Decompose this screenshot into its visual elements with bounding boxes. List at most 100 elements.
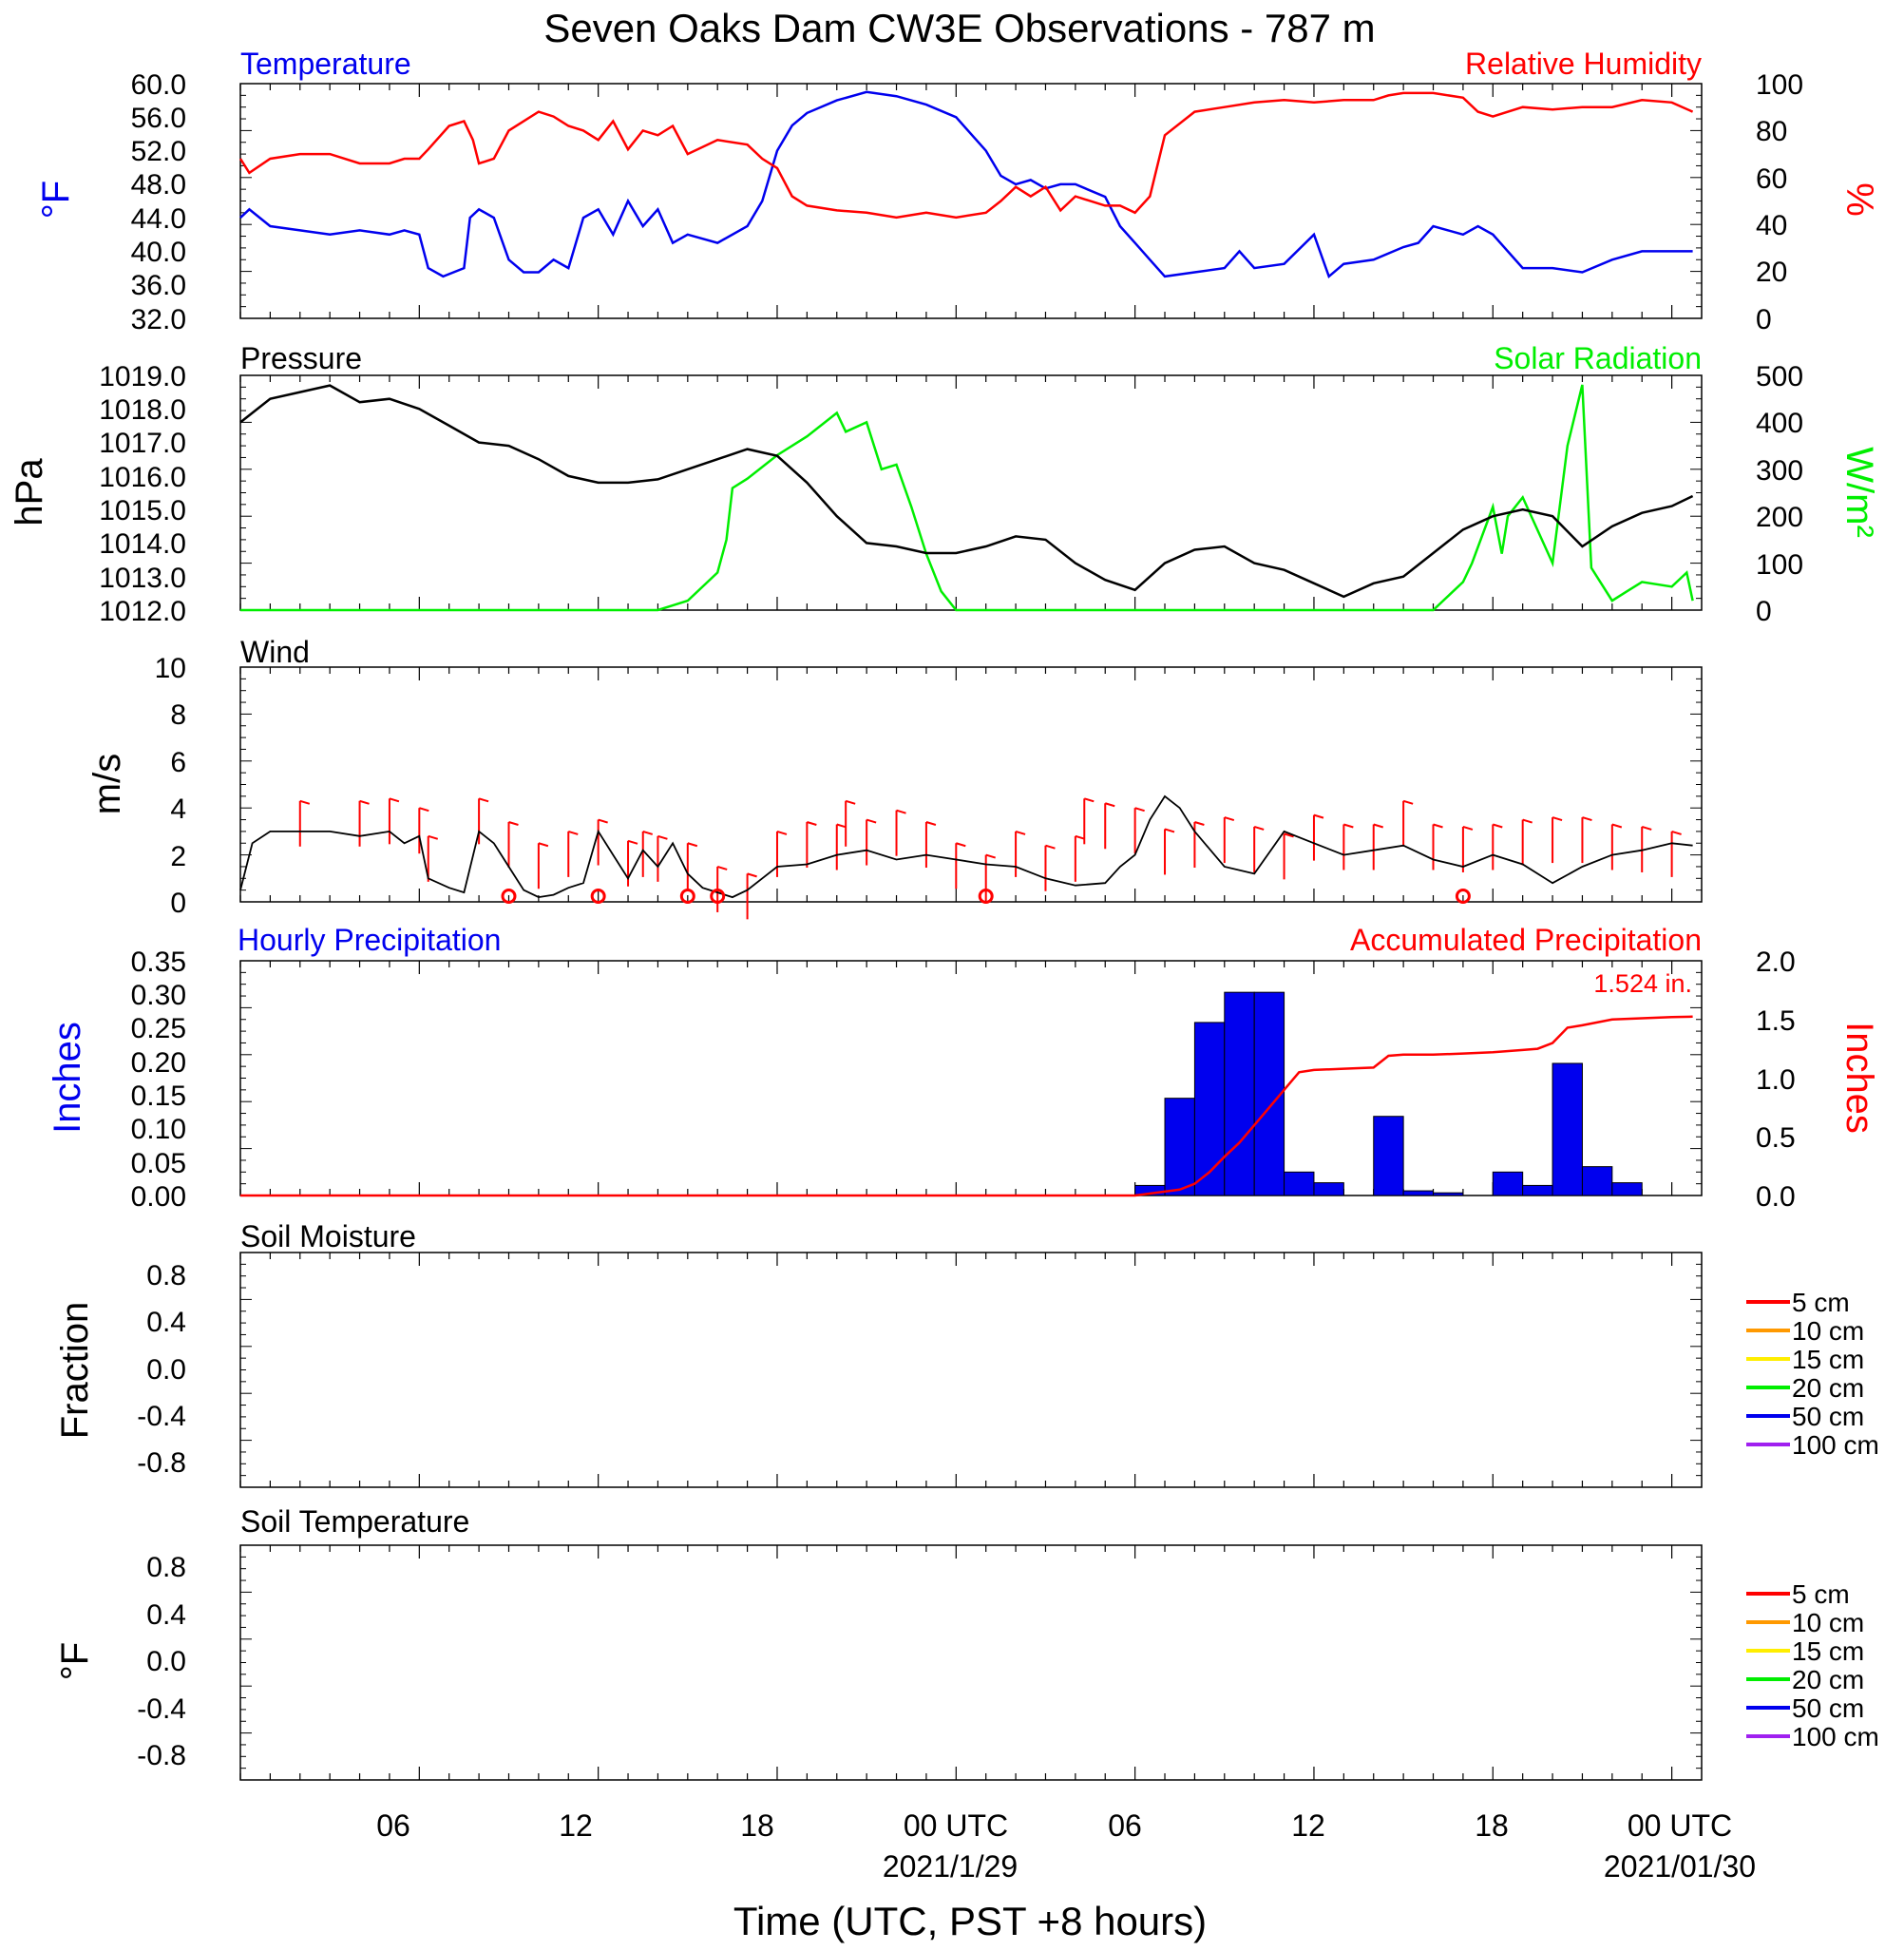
wind-barb-flag [1075,834,1086,840]
soil-moisture-tick-label: 0.4 [146,1307,186,1338]
hourly-precip-bar [1193,1022,1226,1196]
soil-temperature-panel: Soil Temperature °F 0.8 0.4 0.0 -0.4 -0.… [54,1504,1879,1781]
x-tick-label: 00 UTC [1628,1808,1732,1843]
hourly-precip-tick-label: 0.25 [131,1013,186,1044]
wind-barb-flag [845,799,856,805]
wind-barb-flag [359,799,370,805]
pressure-solar-tick-marks [239,374,1702,611]
wind-barb-flag [1582,816,1592,822]
wind-barb-flag [1522,818,1533,824]
temperature-y-ticks: 60.0 56.0 52.0 48.0 44.0 40.0 36.0 32.0 [131,69,186,335]
wind-tick-label: 0 [170,888,186,919]
wind-barb-flag [896,809,906,814]
wind-y-ticks: 10 8 6 4 2 0 [155,653,186,919]
pressure-tick-label: 1013.0 [99,563,186,594]
x-date-label: 2021/1/29 [883,1849,1018,1884]
x-date-label: 2021/01/30 [1604,1849,1756,1884]
soil-temperature-tick-marks [239,1544,1702,1781]
wind-calm-markers [501,889,1471,904]
chart-title: Seven Oaks Dam CW3E Observations - 787 m [543,6,1375,50]
wind-barb-flag [1164,828,1175,833]
wind-barb-flag [807,821,817,826]
temperature-tick-label: 48.0 [131,169,186,201]
wind-barb-flag [866,818,877,824]
humidity-tick-label: 80 [1756,116,1787,147]
legend-label-20cm: 20 cm [1792,1665,1864,1694]
hourly-precip-bar [1581,1166,1613,1196]
legend-label-50cm: 50 cm [1792,1693,1864,1723]
accum-precip-tick-label: 1.5 [1756,1005,1796,1037]
temperature-tick-label: 40.0 [131,237,186,268]
accum-precip-tick-label: 1.0 [1756,1064,1796,1096]
soil-moisture-tick-marks [239,1252,1702,1488]
hourly-precip-bar [1552,1062,1583,1196]
wind-barb-flag [627,839,638,845]
x-tick-label: 06 [376,1808,410,1843]
precipitation-panel: Hourly Precipitation Accumulated Precipi… [47,923,1880,1213]
wind-barb-flag [956,842,966,848]
soil-moisture-tick-label: -0.4 [137,1401,186,1432]
temperature-unit: °F [35,181,77,219]
legend-label-10cm: 10 cm [1792,1316,1864,1346]
precip-total-label: 1.524 in. [1593,969,1692,998]
wind-barb-flag [299,799,311,805]
temperature-series-line [239,90,1693,279]
legend-label-100cm: 100 cm [1792,1430,1879,1460]
humidity-unit: % [1838,182,1880,217]
hourly-precip-bar [1164,1098,1195,1196]
soil-temperature-tick-label: -0.4 [137,1693,186,1725]
wind-calm-marker [501,889,517,904]
wind-calm-marker [679,889,695,904]
hourly-precip-tick-label: 0.15 [131,1081,186,1112]
accum-precip-y-ticks: 2.0 1.5 1.0 0.5 0.0 [1756,947,1796,1213]
hourly-precip-tick-label: 0.30 [131,980,186,1011]
hourly-precip-tick-label: 0.05 [131,1148,186,1179]
wind-panel: Wind m/s 10 8 6 4 2 0 [86,635,1703,920]
x-tick-label: 06 [1108,1808,1142,1843]
soil-moisture-tick-label: 0.0 [146,1354,186,1386]
solar-tick-label: 400 [1756,408,1803,439]
soil-temperature-tick-label: 0.8 [146,1552,186,1583]
pressure-series-line [239,384,1694,599]
wind-barb-flag [598,818,608,824]
wind-barb-flag [1083,797,1095,803]
wind-speed-series-line [239,794,1693,899]
wind-frame [239,666,1703,903]
x-tick-label: 18 [1475,1808,1509,1843]
solar-tick-label: 0 [1756,596,1772,627]
precipitation-frame [239,960,1703,1196]
wind-title: Wind [240,635,310,669]
hourly-precip-bar [1224,991,1255,1196]
accum-precip-tick-label: 0.5 [1756,1122,1796,1154]
wind-barb-flag [419,807,429,813]
hourly-precip-bar [1433,1192,1464,1196]
wind-tick-label: 8 [170,699,186,731]
humidity-tick-label: 100 [1756,69,1803,101]
wind-barb-flag [567,830,579,835]
soil-moisture-panel: Soil Moisture Fraction 0.8 0.4 0.0 -0.4 … [54,1219,1879,1488]
temperature-tick-label: 44.0 [131,203,186,235]
wind-tick-label: 2 [170,841,186,872]
legend-label-100cm: 100 cm [1792,1722,1879,1751]
wind-barb-flag [687,842,698,848]
wind-barb-flag [538,842,549,848]
pressure-solar-panel: Pressure Solar Radiation hPa W/m² 1019.0… [9,341,1880,627]
x-axis: 06 12 18 00 UTC 06 12 18 00 UTC 2021/1/2… [376,1808,1756,1943]
solar-unit: W/m² [1838,447,1880,538]
wind-tick-label: 4 [170,794,186,825]
accum-precip-title: Accumulated Precipitation [1350,923,1702,957]
hourly-precip-bar [1284,1171,1315,1196]
precipitation-tick-marks [239,960,1702,1196]
soil-temperature-unit: °F [54,1642,96,1680]
legend-label-5cm: 5 cm [1792,1288,1850,1317]
pressure-tick-label: 1012.0 [99,596,186,627]
humidity-tick-label: 0 [1756,304,1772,335]
wind-barb-flag [1492,823,1503,829]
wind-barb-flag [1433,823,1443,829]
wind-barb-flag [747,872,757,878]
wind-barb-flag [1134,807,1145,813]
humidity-series-line [238,91,1694,220]
hourly-precip-bar [1313,1182,1344,1196]
hourly-precip-unit: Inches [47,1022,88,1134]
